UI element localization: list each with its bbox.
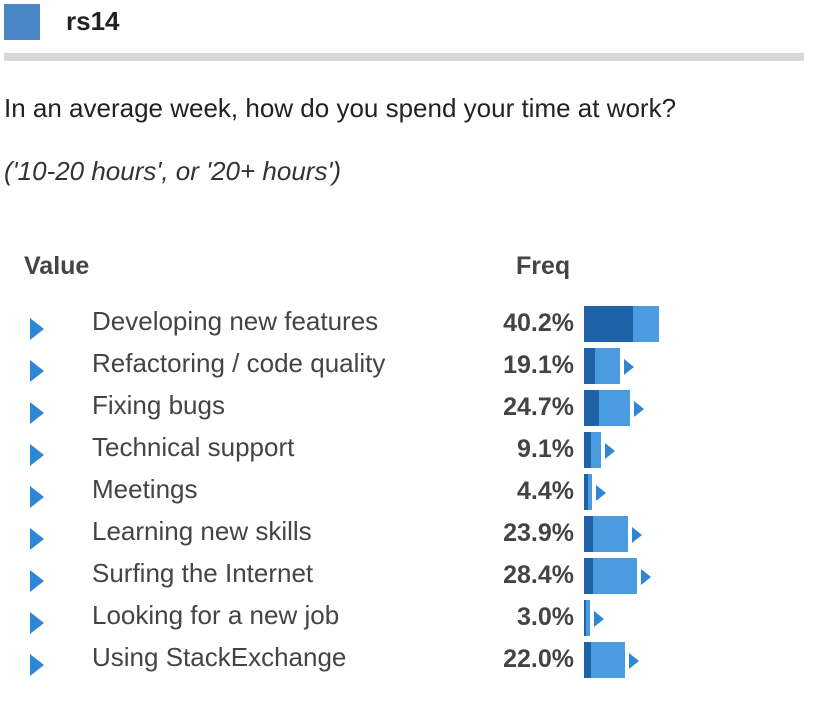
variable-color-swatch (4, 4, 40, 40)
bar-arrow-icon (624, 359, 634, 375)
column-header-value: Value (24, 252, 90, 280)
header-divider (4, 53, 804, 61)
bar-segment-high (584, 390, 599, 426)
expand-row-icon[interactable] (30, 318, 44, 340)
variable-name: rs14 (66, 6, 120, 36)
bar-segment-high (584, 600, 586, 636)
expand-row-icon[interactable] (30, 360, 44, 382)
bar-segment-low (595, 348, 620, 384)
table-row: Using StackExchange 22.0% (0, 640, 814, 682)
bar-segment-high (584, 516, 593, 552)
bar-arrow-icon (629, 653, 639, 669)
expand-row-icon[interactable] (30, 654, 44, 676)
expand-row-icon[interactable] (30, 444, 44, 466)
row-frequency: 28.4% (503, 561, 574, 589)
row-frequency: 24.7% (503, 393, 574, 421)
table-row: Surfing the Internet 28.4% (0, 556, 814, 598)
expand-row-icon[interactable] (30, 402, 44, 424)
bar-segment-high (584, 558, 593, 594)
question-note: ('10-20 hours', or '20+ hours') (4, 156, 342, 186)
bar-segment-low (633, 306, 659, 342)
row-frequency: 4.4% (517, 477, 574, 505)
bar-segment-low (593, 516, 628, 552)
row-frequency: 40.2% (503, 309, 574, 337)
row-label: Refactoring / code quality (92, 348, 386, 378)
bar-segment-high (584, 474, 588, 510)
row-label: Looking for a new job (92, 600, 340, 630)
table-row: Looking for a new job 3.0% (0, 598, 814, 640)
bar-segment-low (599, 390, 630, 426)
row-label: Surfing the Internet (92, 558, 314, 588)
row-label: Developing new features (92, 306, 379, 336)
bar-segment-low (586, 600, 590, 636)
row-frequency: 22.0% (503, 645, 574, 673)
bar-segment-high (584, 432, 591, 468)
row-label: Meetings (92, 474, 198, 504)
question-text: In an average week, how do you spend you… (4, 93, 677, 123)
row-label: Using StackExchange (92, 642, 347, 672)
bar-segment-low (593, 558, 637, 594)
expand-row-icon[interactable] (30, 570, 44, 592)
column-header-freq: Freq (516, 252, 571, 280)
bar-segment-low (588, 474, 592, 510)
row-frequency: 3.0% (517, 603, 574, 631)
row-frequency: 19.1% (503, 351, 574, 379)
bar-segment-high (584, 348, 595, 384)
table-row: Technical support 9.1% (0, 430, 814, 472)
row-frequency: 9.1% (517, 435, 574, 463)
bar-arrow-icon (634, 401, 644, 417)
expand-row-icon[interactable] (30, 528, 44, 550)
table-row: Fixing bugs 24.7% (0, 388, 814, 430)
bar-arrow-icon (641, 569, 651, 585)
bar-segment-high (584, 306, 633, 342)
row-frequency: 23.9% (503, 519, 574, 547)
expand-row-icon[interactable] (30, 486, 44, 508)
row-label: Learning new skills (92, 516, 312, 546)
bar-segment-low (591, 432, 601, 468)
bar-segment-low (591, 642, 625, 678)
bar-segment-high (584, 642, 591, 678)
bar-arrow-icon (605, 443, 615, 459)
bar-arrow-icon (594, 611, 604, 627)
bar-arrow-icon (632, 527, 642, 543)
frequency-table: Developing new features 40.2% Refactoring … (0, 304, 814, 682)
table-row: Developing new features 40.2% (0, 304, 814, 346)
bar-arrow-icon (596, 485, 606, 501)
table-row: Refactoring / code quality 19.1% (0, 346, 814, 388)
row-label: Fixing bugs (92, 390, 225, 420)
row-label: Technical support (92, 432, 295, 462)
table-row: Meetings 4.4% (0, 472, 814, 514)
table-row: Learning new skills 23.9% (0, 514, 814, 556)
expand-row-icon[interactable] (30, 612, 44, 634)
